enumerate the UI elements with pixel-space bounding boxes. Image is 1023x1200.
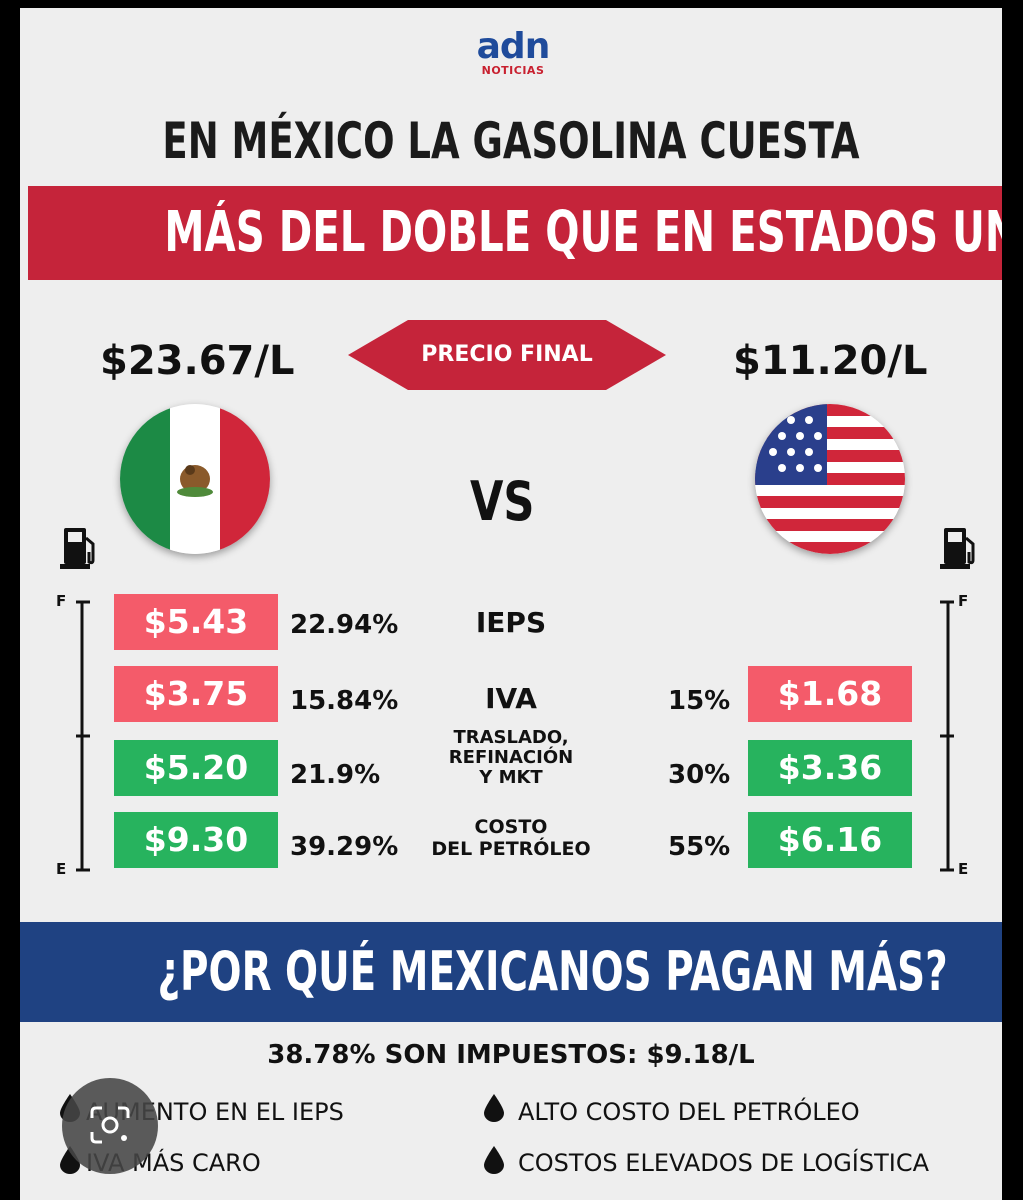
fuel-gauge-right: F E bbox=[934, 592, 974, 878]
precio-final-badge: PRECIO FINAL bbox=[348, 320, 666, 390]
mx-iva-pct: 15.84% bbox=[290, 686, 399, 716]
why-title: ¿POR QUÉ MEXICANOS PAGAN MÁS? bbox=[157, 940, 948, 1003]
headline-line-1: EN MÉXICO LA GASOLINA CUESTA bbox=[162, 112, 860, 170]
concept-line: REFINACIÓN bbox=[448, 747, 574, 768]
concept-traslado: TRASLADO, REFINACIÓN Y MKT bbox=[411, 728, 611, 788]
precio-final-label: PRECIO FINAL bbox=[421, 342, 593, 367]
concept-line: Y MKT bbox=[479, 767, 543, 788]
concept-line: IVA bbox=[485, 682, 537, 715]
mx-traslado-value: $5.20 bbox=[114, 740, 278, 796]
reason-petroleo: ALTO COSTO DEL PETRÓLEO bbox=[518, 1098, 860, 1126]
mexico-final-price: $23.67/L bbox=[100, 338, 295, 384]
google-lens-icon bbox=[90, 1106, 130, 1144]
mx-petroleo-pct: 39.29% bbox=[290, 832, 399, 862]
versus-label: VS bbox=[470, 470, 535, 533]
infographic: adn NOTICIAS EN MÉXICO LA GASOLINA CUEST… bbox=[20, 8, 1002, 1200]
concept-line: TRASLADO, bbox=[453, 727, 569, 748]
gauge-full-label: F bbox=[56, 592, 67, 610]
logo-mark: adn bbox=[476, 26, 551, 67]
mx-traslado-pct: 21.9% bbox=[290, 760, 381, 790]
mx-iva-value: $3.75 bbox=[114, 666, 278, 722]
badge-shape-icon bbox=[348, 320, 666, 390]
oil-drop-icon bbox=[484, 1094, 504, 1122]
concept-iva: IVA bbox=[411, 682, 611, 715]
headline-band: MÁS DEL DOBLE QUE EN ESTADOS UNIDOS bbox=[28, 186, 1002, 280]
mx-ieps-pct: 22.94% bbox=[290, 610, 399, 640]
logo-subtitle: NOTICIAS bbox=[481, 64, 545, 77]
us-petroleo-pct: 55% bbox=[668, 832, 731, 862]
image-search-button[interactable] bbox=[62, 1078, 158, 1174]
mx-petroleo-value: $9.30 bbox=[114, 812, 278, 868]
concept-line: COSTO bbox=[474, 816, 548, 838]
headline-line-2: MÁS DEL DOBLE QUE EN ESTADOS UNIDOS bbox=[164, 200, 1002, 265]
us-petroleo-value: $6.16 bbox=[748, 812, 912, 868]
concept-line: IEPS bbox=[475, 606, 547, 639]
us-traslado-pct: 30% bbox=[668, 760, 731, 790]
usa-flag-icon bbox=[755, 404, 905, 554]
mexico-flag-icon bbox=[120, 404, 270, 554]
us-iva-value: $1.68 bbox=[748, 666, 912, 722]
fuel-pump-icon bbox=[60, 528, 95, 569]
concept-ieps: IEPS bbox=[411, 606, 611, 639]
us-traslado-value: $3.36 bbox=[748, 740, 912, 796]
oil-drop-icon bbox=[60, 1146, 80, 1174]
mx-ieps-value: $5.43 bbox=[114, 594, 278, 650]
gauge-full-label: F bbox=[958, 592, 969, 610]
concept-petroleo: COSTO DEL PETRÓLEO bbox=[411, 816, 611, 860]
why-band: ¿POR QUÉ MEXICANOS PAGAN MÁS? bbox=[20, 922, 1002, 1022]
fuel-gauge-left: F E bbox=[56, 592, 96, 878]
tax-summary: 38.78% SON IMPUESTOS: $9.18/L bbox=[267, 1040, 755, 1070]
gauge-empty-label: E bbox=[958, 860, 969, 878]
adn-logo: adn NOTICIAS bbox=[468, 26, 558, 78]
gauge-empty-label: E bbox=[56, 860, 67, 878]
us-iva-pct: 15% bbox=[668, 686, 731, 716]
usa-final-price: $11.20/L bbox=[733, 338, 928, 384]
fuel-pump-icon bbox=[940, 528, 975, 569]
oil-drop-icon bbox=[484, 1146, 504, 1174]
concept-line: DEL PETRÓLEO bbox=[431, 838, 591, 860]
reason-logistica: COSTOS ELEVADOS DE LOGÍSTICA bbox=[518, 1149, 930, 1177]
